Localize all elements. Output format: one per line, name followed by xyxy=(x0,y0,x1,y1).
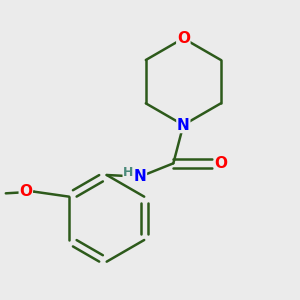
Text: O: O xyxy=(19,184,32,199)
Text: O: O xyxy=(214,156,227,171)
Text: H: H xyxy=(123,166,134,179)
Text: N: N xyxy=(134,169,146,184)
Text: O: O xyxy=(177,31,190,46)
Text: N: N xyxy=(177,118,190,133)
